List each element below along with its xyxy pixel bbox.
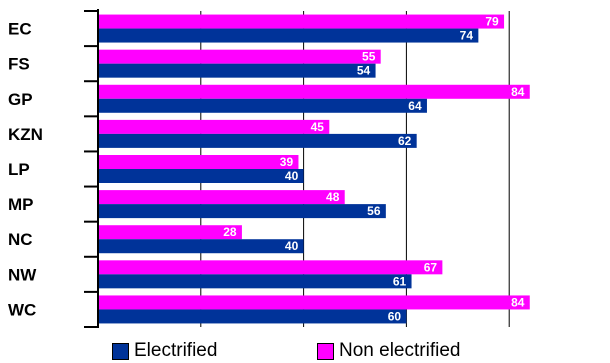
legend-swatch-non-electrified [317, 342, 334, 360]
legend: Electrified Non electrified [0, 341, 610, 363]
category-label: FS [8, 55, 30, 74]
value-label-non-electrified: 67 [424, 260, 438, 274]
bar-electrified [99, 133, 417, 148]
value-label-non-electrified: 28 [223, 225, 237, 239]
value-label-electrified: 74 [460, 29, 474, 43]
value-label-electrified: 40 [285, 239, 299, 253]
bar-electrified [99, 204, 386, 219]
legend-label-non-electrified: Non electrified [339, 340, 461, 361]
category-label: GP [8, 90, 33, 109]
category-label: LP [8, 160, 30, 179]
bar-non-electrified [99, 225, 242, 240]
category-label: MP [8, 195, 34, 214]
bar-non-electrified [99, 155, 299, 169]
value-label-non-electrified: 39 [280, 155, 294, 169]
value-label-non-electrified: 84 [511, 85, 525, 99]
value-label-non-electrified: 84 [511, 295, 525, 309]
category-label: WC [8, 300, 36, 319]
bar-electrified [99, 28, 479, 43]
value-label-non-electrified: 48 [326, 190, 340, 204]
bar-electrified [99, 309, 407, 324]
bar-electrified [99, 98, 427, 113]
bar-non-electrified [99, 190, 345, 205]
value-label-electrified: 60 [388, 309, 402, 323]
bar-non-electrified [99, 14, 505, 29]
category-label: NC [8, 230, 33, 249]
value-label-electrified: 64 [408, 99, 422, 113]
value-label-electrified: 56 [367, 204, 381, 218]
bar-non-electrified [99, 49, 381, 64]
category-label: EC [8, 20, 32, 39]
bar-non-electrified [99, 295, 530, 310]
bar-non-electrified [99, 84, 530, 99]
bar-electrified [99, 169, 304, 183]
value-label-non-electrified: 45 [311, 120, 325, 134]
category-label: NW [8, 265, 37, 284]
category-label: KZN [8, 125, 43, 144]
legend-item-non-electrified: Non electrified [317, 341, 460, 361]
value-label-electrified: 62 [398, 134, 412, 148]
bar-electrified [99, 63, 376, 78]
legend-item-electrified: Electrified [112, 341, 217, 361]
value-label-electrified: 40 [285, 169, 299, 183]
value-label-electrified: 54 [357, 64, 371, 78]
value-label-non-electrified: 79 [485, 15, 499, 29]
legend-swatch-electrified [112, 342, 129, 360]
bar-electrified [99, 239, 304, 254]
value-label-electrified: 61 [393, 274, 407, 288]
legend-label-electrified: Electrified [134, 340, 218, 361]
bar-non-electrified [99, 119, 330, 134]
value-label-non-electrified: 55 [362, 50, 376, 64]
bar-electrified [99, 274, 412, 289]
bar-non-electrified [99, 260, 443, 275]
